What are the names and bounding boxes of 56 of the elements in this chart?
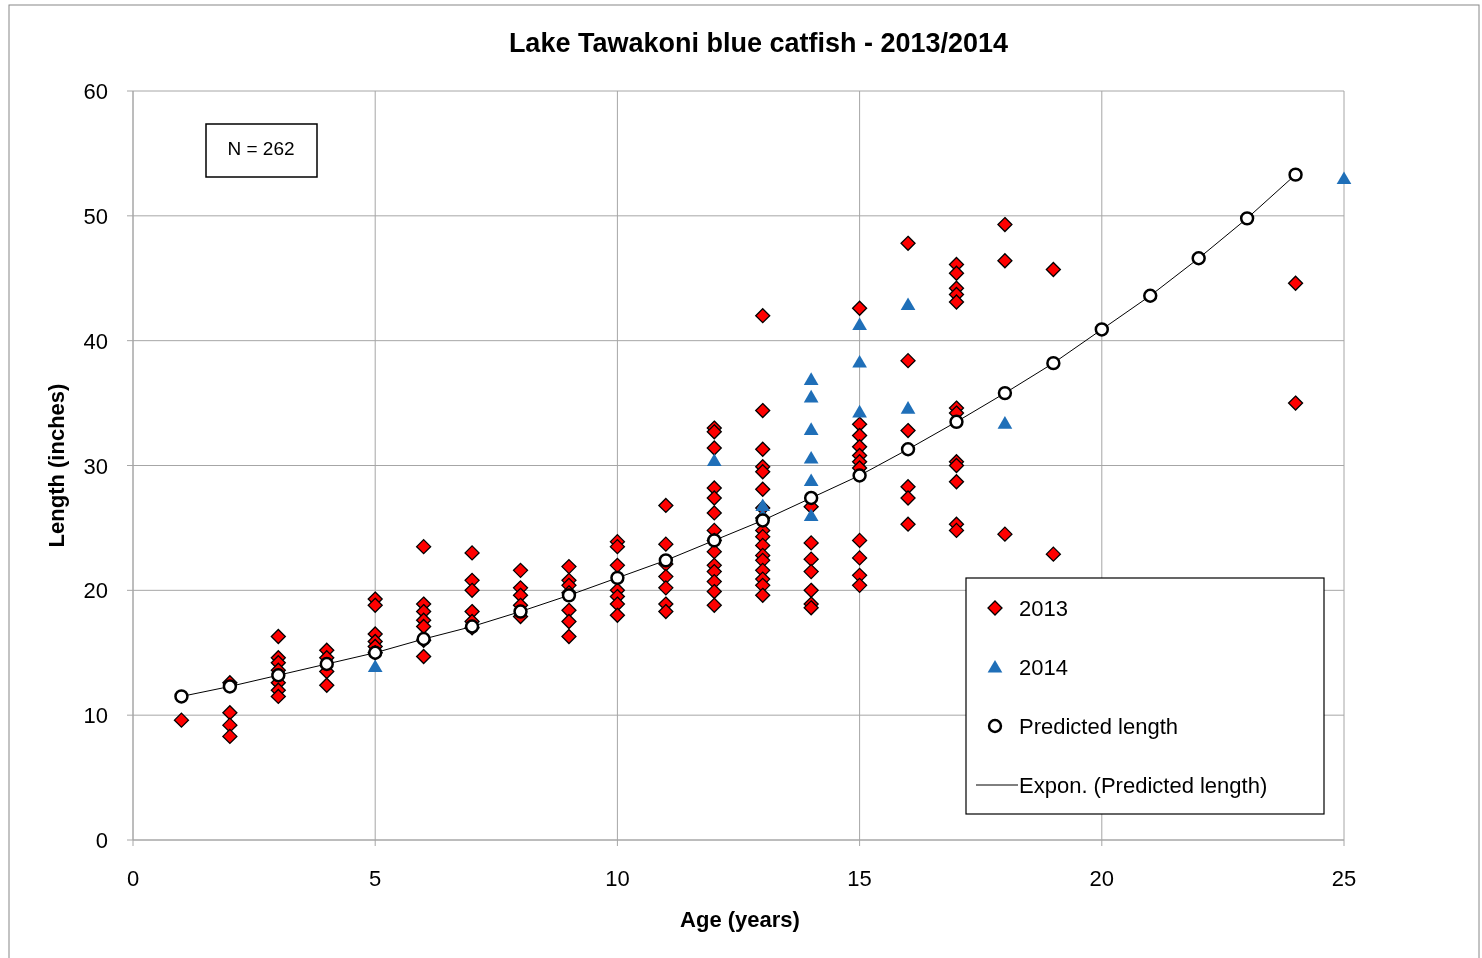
point: [1094, 322, 1109, 337]
point: [803, 422, 819, 435]
point: [852, 317, 867, 331]
point: [1288, 167, 1303, 182]
point: [803, 451, 819, 464]
point: [900, 297, 916, 311]
point: [610, 570, 625, 586]
legend-label: 2013: [1019, 596, 1068, 621]
y-tick-label: 50: [83, 203, 108, 229]
x-tick-label: 20: [1089, 866, 1115, 891]
point: [997, 385, 1013, 401]
point: [174, 689, 189, 704]
x-tick-label: 15: [847, 866, 872, 891]
point: [949, 414, 964, 430]
point: [803, 389, 819, 403]
legend-label: Predicted length: [1019, 714, 1178, 739]
annotation: N = 262: [227, 138, 295, 159]
point: [803, 490, 819, 506]
point: [319, 656, 334, 672]
point: [513, 604, 528, 619]
point: [658, 553, 674, 568]
y-tick-label: 10: [83, 703, 108, 729]
point: [1336, 171, 1352, 184]
y-tick-label: 0: [95, 828, 108, 853]
point: [1143, 288, 1158, 303]
x-tick-label: 0: [126, 866, 140, 891]
point: [1239, 211, 1255, 226]
point: [852, 468, 867, 483]
point: [561, 588, 577, 603]
point: [997, 416, 1013, 429]
y-tick-label: 20: [83, 578, 108, 604]
y-tick-label: 60: [83, 79, 108, 104]
legend-label: 2014: [1019, 655, 1068, 680]
point: [852, 354, 867, 368]
point: [367, 659, 383, 673]
point: [803, 473, 819, 487]
y-axis-title: Length (inches): [44, 383, 69, 548]
point: [852, 404, 867, 418]
legend-label: Expon. (Predicted length): [1019, 773, 1268, 798]
point: [900, 442, 916, 457]
point: [271, 668, 286, 683]
point: [222, 679, 238, 694]
x-axis-title: Age (years): [680, 907, 800, 932]
y-tick-label: 40: [83, 328, 108, 354]
point: [1046, 355, 1061, 371]
x-tick-label: 25: [1331, 866, 1357, 891]
point: [803, 372, 819, 385]
point: [803, 508, 819, 522]
point: [706, 453, 722, 467]
chart-title: Lake Tawakoni blue catfish - 2013/2014: [508, 28, 1009, 58]
x-tick-label: 10: [605, 866, 630, 891]
point: [755, 498, 771, 512]
point: [900, 401, 916, 414]
x-tick-label: 5: [369, 866, 382, 891]
point: [1191, 251, 1206, 266]
y-tick-label: 30: [83, 453, 108, 479]
